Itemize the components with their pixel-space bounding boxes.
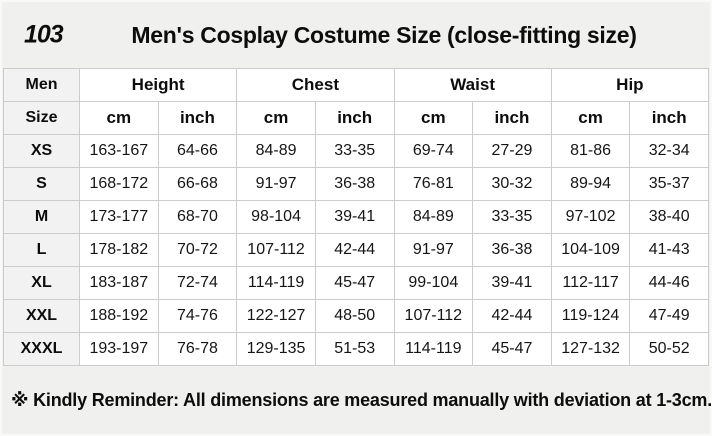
chart-number-badge: 103 xyxy=(24,20,64,49)
measure-cell: 104-109 xyxy=(550,233,631,267)
measure-cell: 30-32 xyxy=(472,167,552,201)
unit-header-inch: inch xyxy=(472,101,552,135)
unit-header-inch: inch xyxy=(629,101,709,135)
unit-header-inch: inch xyxy=(314,101,395,135)
size-column-header: Size xyxy=(3,101,80,135)
measure-cell: 47-49 xyxy=(629,299,709,333)
table-row-xl: XL 183-187 72-74 114-119 45-47 99-104 39… xyxy=(3,266,709,300)
measure-cell: 36-38 xyxy=(472,233,552,267)
table-row-xxl: XXL 188-192 74-76 122-127 48-50 107-112 … xyxy=(3,299,709,333)
measure-cell: 72-74 xyxy=(157,266,238,300)
corner-header-men: Men xyxy=(3,68,80,102)
measure-cell: 32-34 xyxy=(629,134,709,168)
size-table-container: Men Height Chest Waist Hip Size cm inch … xyxy=(2,68,710,366)
measure-cell: 48-50 xyxy=(314,299,395,333)
measure-cell: 66-68 xyxy=(157,167,238,201)
measure-cell: 119-124 xyxy=(550,299,631,333)
measure-cell: 84-89 xyxy=(236,134,316,168)
table-unit-header-row: Size cm inch cm inch cm inch cm inch xyxy=(3,101,709,135)
measure-cell: 193-197 xyxy=(79,332,159,366)
measure-cell: 188-192 xyxy=(79,299,159,333)
measure-cell: 99-104 xyxy=(393,266,474,300)
table-row-l: L 178-182 70-72 107-112 42-44 91-97 36-3… xyxy=(3,233,709,267)
measure-cell: 98-104 xyxy=(236,200,316,234)
measure-cell: 163-167 xyxy=(79,134,159,168)
measure-cell: 107-112 xyxy=(393,299,474,333)
size-cell: XXL xyxy=(3,299,80,333)
page-title: Men's Cosplay Costume Size (close-fittin… xyxy=(131,21,637,48)
measure-cell: 127-132 xyxy=(550,332,631,366)
size-cell: XS xyxy=(3,134,80,168)
measure-cell: 114-119 xyxy=(393,332,474,366)
size-cell: L xyxy=(3,233,80,267)
measure-cell: 36-38 xyxy=(314,167,395,201)
group-header-chest: Chest xyxy=(236,68,395,102)
measure-cell: 168-172 xyxy=(79,167,159,201)
kindly-reminder-note: ※ Kindly Reminder: All dimensions are me… xyxy=(11,389,712,410)
measure-cell: 183-187 xyxy=(79,266,159,300)
unit-header-cm: cm xyxy=(79,101,159,135)
group-header-height: Height xyxy=(78,68,238,102)
footer-note-area: ※ Kindly Reminder: All dimensions are me… xyxy=(2,366,712,434)
size-cell: S xyxy=(3,167,80,201)
title-bar: 103 Men's Cosplay Costume Size (close-fi… xyxy=(2,2,710,68)
measure-cell: 45-47 xyxy=(314,266,395,300)
measure-cell: 129-135 xyxy=(236,332,316,366)
group-header-hip: Hip xyxy=(550,68,710,102)
table-row-s: S 168-172 66-68 91-97 36-38 76-81 30-32 … xyxy=(3,167,709,201)
table-row-xs: XS 163-167 64-66 84-89 33-35 69-74 27-29… xyxy=(3,134,709,168)
measure-cell: 91-97 xyxy=(393,233,474,267)
measure-cell: 74-76 xyxy=(157,299,238,333)
measure-cell: 70-72 xyxy=(157,233,238,267)
measure-cell: 39-41 xyxy=(472,266,552,300)
measure-cell: 76-81 xyxy=(393,167,474,201)
measure-cell: 97-102 xyxy=(550,200,631,234)
table-row-xxxl: XXXL 193-197 76-78 129-135 51-53 114-119… xyxy=(3,332,709,366)
unit-header-cm: cm xyxy=(236,101,316,135)
unit-header-cm: cm xyxy=(393,101,474,135)
size-cell: XL xyxy=(3,266,80,300)
measure-cell: 42-44 xyxy=(314,233,395,267)
measure-cell: 27-29 xyxy=(472,134,552,168)
measure-cell: 107-112 xyxy=(236,233,316,267)
table-row-m: M 173-177 68-70 98-104 39-41 84-89 33-35… xyxy=(3,200,709,234)
size-cell: M xyxy=(3,200,80,234)
measure-cell: 33-35 xyxy=(314,134,395,168)
measure-cell: 112-117 xyxy=(550,266,631,300)
measure-cell: 33-35 xyxy=(472,200,552,234)
size-cell: XXXL xyxy=(3,332,80,366)
size-table: Men Height Chest Waist Hip Size cm inch … xyxy=(3,68,710,366)
table-group-header-row: Men Height Chest Waist Hip xyxy=(3,68,710,102)
measure-cell: 68-70 xyxy=(157,200,238,234)
measure-cell: 38-40 xyxy=(629,200,709,234)
measure-cell: 39-41 xyxy=(314,200,395,234)
measure-cell: 178-182 xyxy=(79,233,159,267)
measure-cell: 69-74 xyxy=(393,134,474,168)
unit-header-cm: cm xyxy=(550,101,631,135)
group-header-waist: Waist xyxy=(393,68,552,102)
measure-cell: 114-119 xyxy=(236,266,316,300)
measure-cell: 41-43 xyxy=(629,233,709,267)
measure-cell: 84-89 xyxy=(393,200,474,234)
measure-cell: 89-94 xyxy=(550,167,631,201)
unit-header-inch: inch xyxy=(157,101,238,135)
measure-cell: 91-97 xyxy=(236,167,316,201)
measure-cell: 64-66 xyxy=(157,134,238,168)
measure-cell: 81-86 xyxy=(550,134,631,168)
measure-cell: 42-44 xyxy=(472,299,552,333)
measure-cell: 50-52 xyxy=(629,332,709,366)
measure-cell: 35-37 xyxy=(629,167,709,201)
measure-cell: 51-53 xyxy=(314,332,395,366)
measure-cell: 173-177 xyxy=(79,200,159,234)
measure-cell: 122-127 xyxy=(236,299,316,333)
measure-cell: 45-47 xyxy=(472,332,552,366)
measure-cell: 44-46 xyxy=(629,266,709,300)
measure-cell: 76-78 xyxy=(157,332,238,366)
